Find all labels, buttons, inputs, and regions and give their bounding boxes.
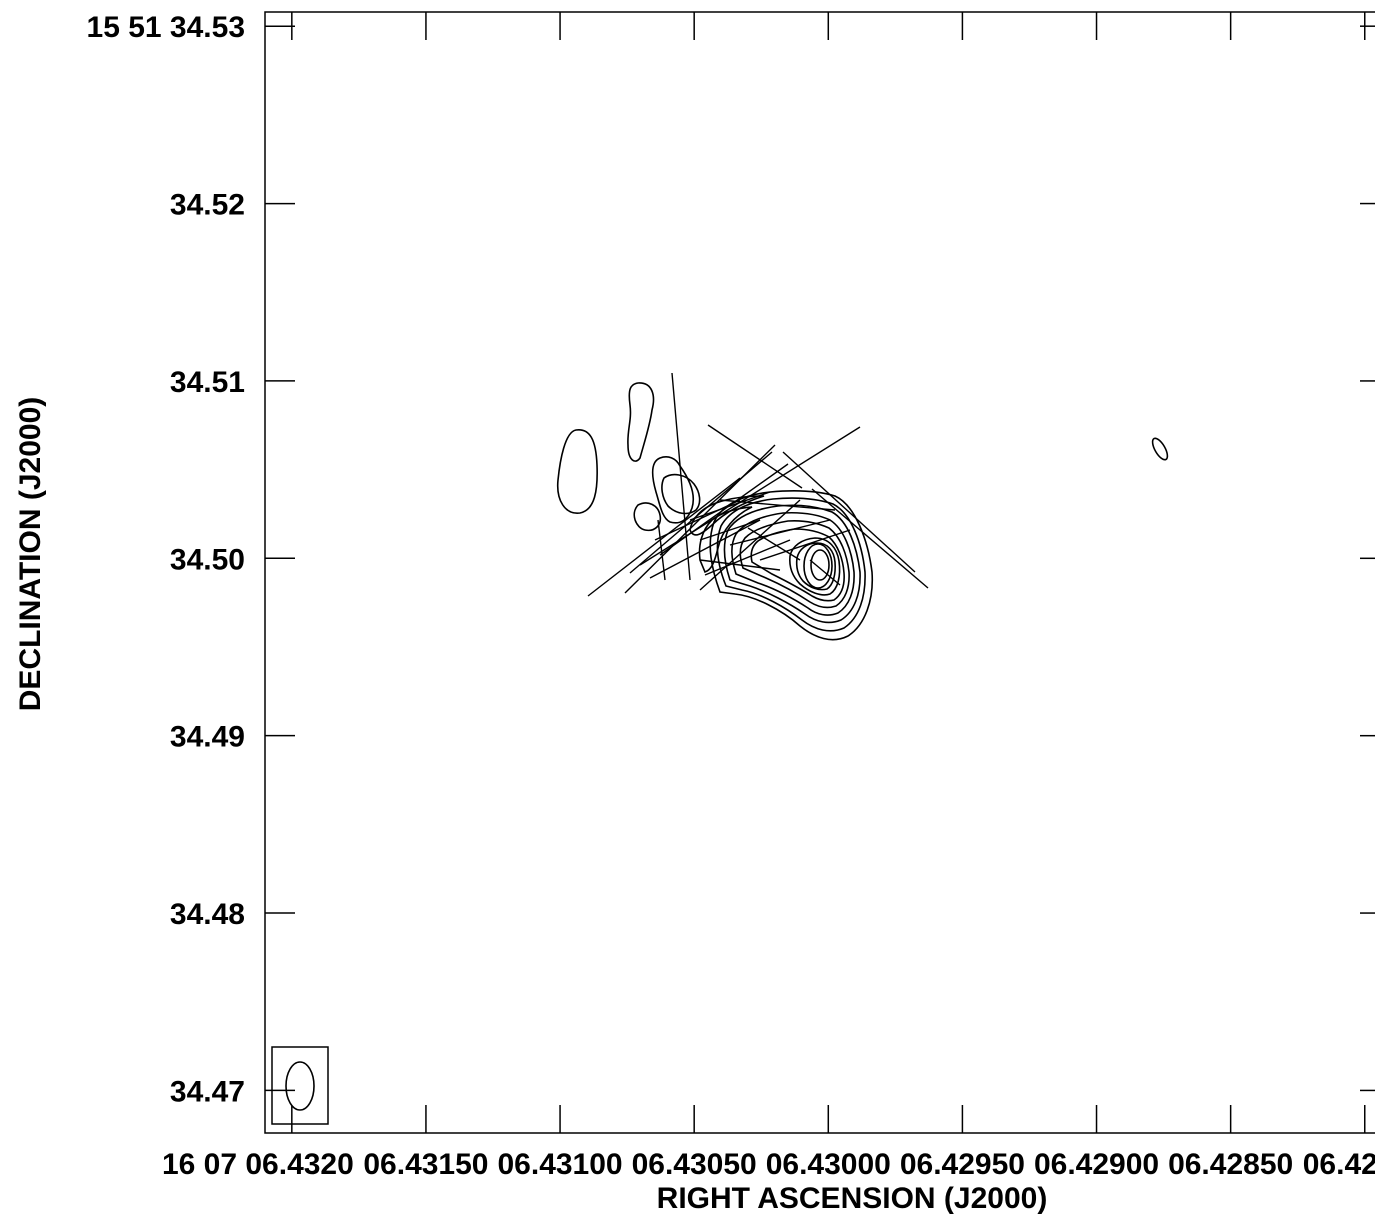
source-contours xyxy=(558,383,1171,640)
polarization-vector xyxy=(588,478,740,596)
blob-contour-2 xyxy=(628,383,654,461)
y-axis-ticks xyxy=(265,26,1375,1090)
x-axis-tick-labels: 16 07 06.4320 06.43150 06.43100 06.43050 06.… xyxy=(162,1148,1375,1181)
polarization-vector xyxy=(812,489,928,588)
y-axis-title: DECLINATION (J2000) xyxy=(14,397,47,712)
x-axis-title: RIGHT ASCENSION (J2000) xyxy=(657,1182,1048,1214)
blob-contour-1 xyxy=(558,430,597,513)
x-tick-label: 06.43150 xyxy=(363,1148,488,1181)
y-tick-label: 34.48 xyxy=(170,898,245,931)
polarization-vectors xyxy=(588,373,928,596)
x-tick-label: 06.4280 xyxy=(1303,1148,1375,1181)
blob-contour-4 xyxy=(634,503,660,530)
y-tick-label: 34.50 xyxy=(170,543,245,576)
y-tick-label: 34.49 xyxy=(170,721,245,754)
x-tick-label: 06.43000 xyxy=(766,1148,891,1181)
x-tick-label: 06.42850 xyxy=(1168,1148,1293,1181)
y-tick-label: 34.47 xyxy=(170,1075,245,1108)
contour-level-10 xyxy=(811,550,829,580)
contour-level-6 xyxy=(751,529,844,601)
y-tick-label: 34.52 xyxy=(170,189,245,222)
beam-inset xyxy=(272,1047,328,1124)
isolated-contour xyxy=(1150,436,1171,462)
y-axis-tick-labels: 15 51 34.53 34.52 34.51 34.50 34.49 34.48 34.4… xyxy=(87,11,245,1108)
x-tick-label: 06.42900 xyxy=(1034,1148,1159,1181)
x-tick-label: 06.42950 xyxy=(900,1148,1025,1181)
polarization-vector xyxy=(783,452,915,572)
plot-frame xyxy=(265,12,1375,1133)
y-tick-label: 15 51 34.53 xyxy=(87,11,245,44)
x-tick-label: 16 07 06.4320 xyxy=(162,1148,354,1181)
y-tick-label: 34.51 xyxy=(170,366,245,399)
beam-box xyxy=(272,1047,328,1124)
beam-ellipse xyxy=(286,1062,314,1110)
x-tick-label: 06.43100 xyxy=(497,1148,622,1181)
x-tick-label: 06.43050 xyxy=(632,1148,757,1181)
